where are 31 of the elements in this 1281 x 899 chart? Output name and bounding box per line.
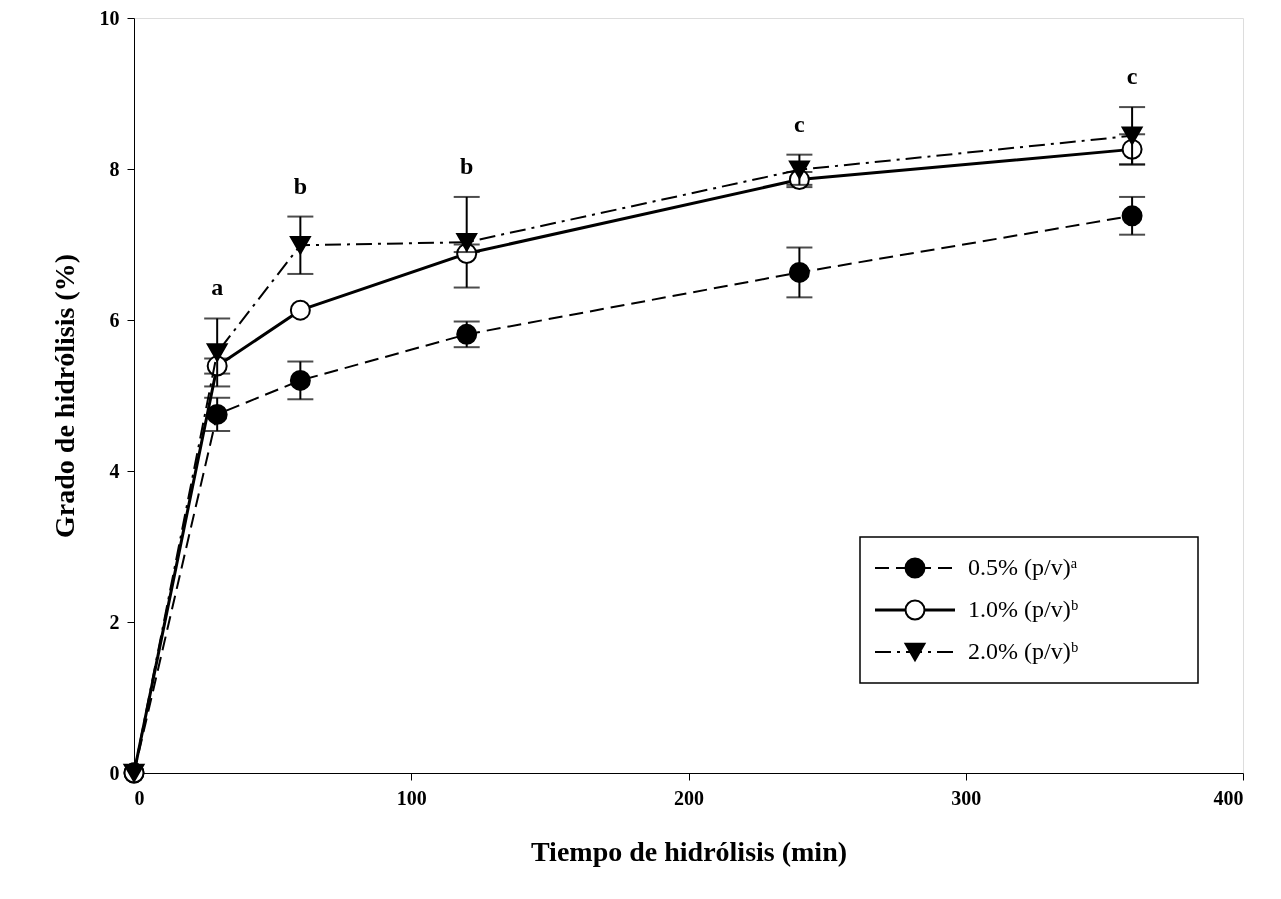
- annotation: b: [460, 152, 474, 179]
- x-tick-label: 300: [951, 786, 982, 809]
- point: [289, 299, 311, 321]
- legend-label: 2.0% (p/v)ᵇ: [968, 638, 1079, 664]
- legend-label: 0.5% (p/v)ᵃ: [968, 554, 1078, 580]
- point: [788, 160, 810, 179]
- point: [289, 236, 311, 255]
- y-tick-label: 0: [109, 761, 120, 784]
- y-tick-label: 4: [109, 459, 120, 482]
- annotation: a: [211, 274, 224, 301]
- legend-label: 1.0% (p/v)ᵇ: [968, 596, 1079, 622]
- point: [289, 369, 311, 391]
- y-tick-label: 2: [109, 610, 120, 633]
- x-tick-label: 400: [1213, 786, 1244, 809]
- y-tick-label: 6: [109, 308, 120, 331]
- annotation: c: [1126, 63, 1138, 90]
- point: [206, 403, 228, 425]
- annotation: c: [794, 110, 806, 137]
- x-tick-label: 200: [674, 786, 704, 809]
- point: [788, 261, 810, 283]
- y-tick-label: 10: [99, 6, 120, 29]
- x-tick-label: 100: [396, 786, 427, 809]
- point: [456, 233, 478, 252]
- x-axis-title: Tiempo de hidrólisis (min): [530, 835, 848, 867]
- x-tick-label: 0: [134, 786, 145, 809]
- point: [1121, 205, 1143, 227]
- point: [1121, 126, 1143, 145]
- y-axis-title: Grado de hidrólisis (%): [48, 254, 80, 538]
- y-tick-label: 8: [109, 157, 120, 180]
- annotation: b: [293, 172, 308, 199]
- point: [206, 343, 228, 362]
